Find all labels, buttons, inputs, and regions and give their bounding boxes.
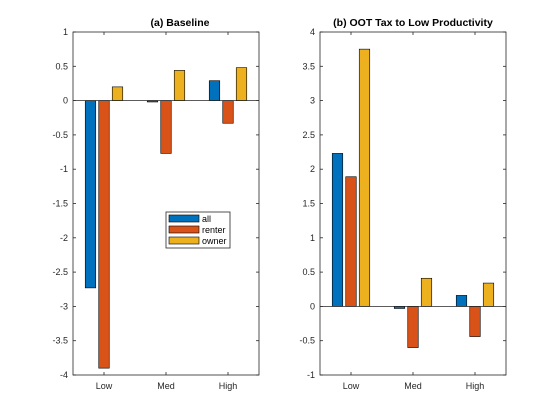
panel-b-ytick-label: 3 xyxy=(310,96,315,106)
panel-b-bar-all-high xyxy=(455,295,468,307)
panel-a-ytick-label: -4 xyxy=(60,370,68,380)
panel-b-title: (b) OOT Tax to Low Productivity xyxy=(333,17,493,29)
panel-a-ytick-label: -1.5 xyxy=(52,199,68,209)
panel-b-ytick-label: 3.5 xyxy=(302,61,315,71)
panel-b-bar-renter-high xyxy=(469,306,481,337)
panel-a-ytick-label: -2 xyxy=(60,233,68,243)
panel-b-bar-owner-high xyxy=(482,282,495,307)
panel-a-xtick-label-low: Low xyxy=(96,381,113,391)
panel-b-xtick-label-low: Low xyxy=(343,381,360,391)
legend: all renter owner xyxy=(165,211,231,249)
panel-a-axes-box xyxy=(72,31,260,376)
panel-a-bar-all-low xyxy=(84,100,97,289)
panel-b-xtick-label-high: High xyxy=(466,381,485,391)
legend-label-all: all xyxy=(202,214,211,224)
legend-label-renter: renter xyxy=(202,225,226,235)
panel-a-y-axis: -4 -3.5 -3 -2.5 -2 -1.5 -1 -0.5 0 0.5 1 xyxy=(52,27,259,380)
panel-b-ytick-label: -0.5 xyxy=(299,336,315,346)
panel-a-ytick-label: -3 xyxy=(60,301,68,311)
panel-b-oot-tax: (b) OOT Tax to Low Productivity -1 -0.5 0 0… xyxy=(299,17,507,391)
legend-label-owner: owner xyxy=(202,236,227,246)
legend-item-renter: renter xyxy=(168,225,226,235)
panel-a-x-axis: Low Med High xyxy=(96,32,238,391)
legend-swatch-owner xyxy=(168,236,200,245)
panel-b-bar-owner-med xyxy=(420,277,433,307)
panel-a-ytick-label: -1 xyxy=(60,164,68,174)
panel-b-ytick-label: -1 xyxy=(307,370,315,380)
panel-a-bar-owner-low xyxy=(111,86,124,101)
panel-a-ytick-label: 1 xyxy=(63,27,68,37)
panel-a-ytick-label: -2.5 xyxy=(52,267,68,277)
legend-item-all: all xyxy=(168,214,211,224)
panel-a-ytick-label: -3.5 xyxy=(52,336,68,346)
panel-b-x-axis: Low Med High xyxy=(343,32,485,391)
panel-b-ytick-label: 4 xyxy=(310,27,315,37)
panel-a-bar-renter-low xyxy=(98,100,110,369)
panel-a-ytick-label: 0 xyxy=(63,96,68,106)
panel-a-baseline: (a) Baseline -4 -3.5 -3 -2.5 -2 -1.5 -1 -0.5 0 0.… xyxy=(52,17,260,391)
legend-swatch-all xyxy=(168,214,200,223)
panel-b-bar-all-low xyxy=(331,153,344,307)
panel-b-ytick-label: 2.5 xyxy=(302,130,315,140)
panel-a-bar-renter-med xyxy=(160,100,172,154)
panel-b-bar-renter-med xyxy=(407,306,419,348)
panel-b-axes-box xyxy=(319,31,507,376)
legend-item-owner: owner xyxy=(168,236,227,246)
panel-b-bar-renter-low xyxy=(345,176,357,307)
panel-b-ytick-label: 0.5 xyxy=(302,267,315,277)
panel-a-ytick-label: 0.5 xyxy=(55,61,68,71)
panel-a-xtick-label-high: High xyxy=(219,381,238,391)
panel-b-ytick-label: 1.5 xyxy=(302,199,315,209)
panel-b-ytick-label: 2 xyxy=(310,164,315,174)
panel-a-bar-owner-high xyxy=(235,67,248,101)
panel-b-ytick-label: 0 xyxy=(310,301,315,311)
panel-b-ytick-label: 1 xyxy=(310,233,315,243)
panel-a-bar-renter-high xyxy=(222,100,234,124)
panel-a-ytick-label: -0.5 xyxy=(52,130,68,140)
legend-swatch-renter xyxy=(168,225,200,234)
panel-b-xtick-label-med: Med xyxy=(404,381,422,391)
panel-a-bar-all-high xyxy=(208,80,221,101)
panel-a-bar-owner-med xyxy=(173,70,186,101)
panel-a-xtick-label-med: Med xyxy=(157,381,175,391)
panel-a-title: (a) Baseline xyxy=(151,17,210,29)
panel-b-bar-owner-low xyxy=(358,48,371,307)
